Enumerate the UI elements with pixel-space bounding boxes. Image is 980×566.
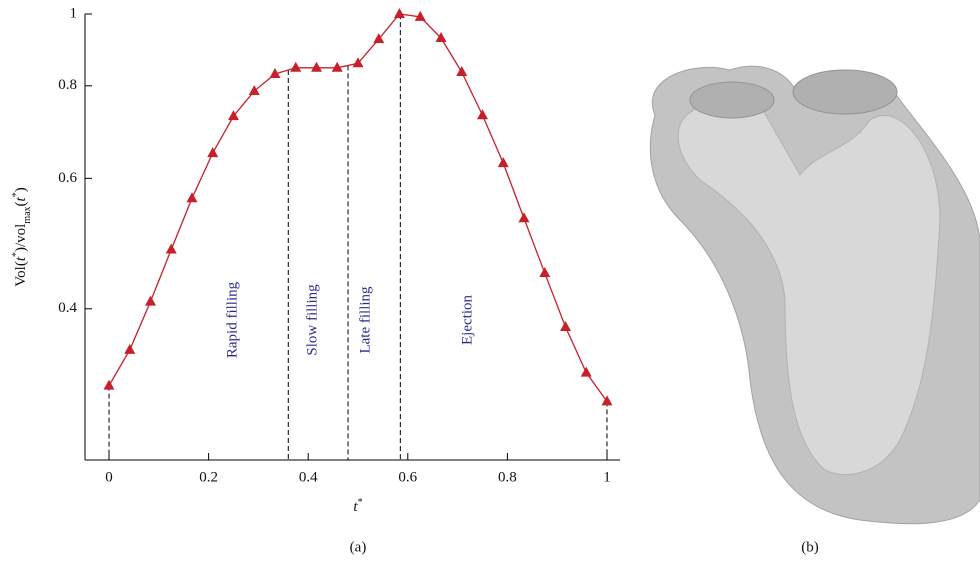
marker xyxy=(373,33,385,44)
x-label-part: t xyxy=(353,499,358,515)
marker xyxy=(497,157,509,168)
y-label-part: ) xyxy=(13,187,29,192)
y-tick-label: 0.8 xyxy=(58,77,77,93)
marker xyxy=(580,366,592,377)
marker xyxy=(311,61,323,72)
x-tick-label: 0.2 xyxy=(199,469,218,485)
x-tick-label: 0.4 xyxy=(299,469,318,485)
marker xyxy=(124,343,136,354)
x-tick-label: 0 xyxy=(105,469,113,485)
phase-label: Slow filling xyxy=(304,284,320,356)
marker xyxy=(228,110,239,121)
y-tick-label: 0.4 xyxy=(58,300,77,316)
marker xyxy=(539,267,551,278)
marker xyxy=(186,192,198,203)
marker xyxy=(144,295,156,306)
marker xyxy=(414,10,426,21)
marker xyxy=(165,243,177,254)
y-label-part: * xyxy=(11,252,22,257)
caption: (b) xyxy=(801,539,819,555)
marker xyxy=(352,57,364,68)
marker xyxy=(393,8,405,18)
marker xyxy=(207,147,219,158)
y-label-part: max xyxy=(22,206,33,223)
marker xyxy=(456,66,468,77)
marker xyxy=(477,109,488,120)
x-tick-label: 0.8 xyxy=(498,469,517,485)
y-label-part: ( xyxy=(13,201,29,206)
marker xyxy=(435,32,447,43)
marker xyxy=(269,67,281,78)
y-tick-label: 0.6 xyxy=(58,170,77,186)
y-label-part: t xyxy=(13,196,29,201)
marker xyxy=(103,379,115,390)
phase-label: Late filling xyxy=(357,286,373,354)
y-label-part: t xyxy=(13,256,29,261)
y-tick-label: 1 xyxy=(70,5,78,21)
y-label-part: * xyxy=(11,192,22,197)
y-axis-label: Vol(t*)/volmax(t*) xyxy=(11,187,33,286)
vessel xyxy=(792,69,898,115)
phase-label: Rapid filling xyxy=(224,281,240,358)
x-tick-label: 0.6 xyxy=(398,469,417,485)
inner-surface xyxy=(677,99,941,476)
marker xyxy=(290,61,302,72)
marker xyxy=(560,320,572,331)
x-label-part: * xyxy=(358,497,363,508)
marker xyxy=(248,85,260,96)
x-axis-label: t* xyxy=(353,497,362,516)
vessel xyxy=(689,81,775,119)
heart-render xyxy=(649,65,980,525)
phase-label: Ejection xyxy=(459,295,475,345)
marker xyxy=(331,61,343,72)
marker xyxy=(601,395,613,406)
caption: (a) xyxy=(350,539,367,555)
marker xyxy=(518,212,530,223)
y-label-part: Vol( xyxy=(13,261,29,287)
y-label-part: )/vol xyxy=(13,224,29,252)
x-tick-label: 1 xyxy=(603,469,611,485)
